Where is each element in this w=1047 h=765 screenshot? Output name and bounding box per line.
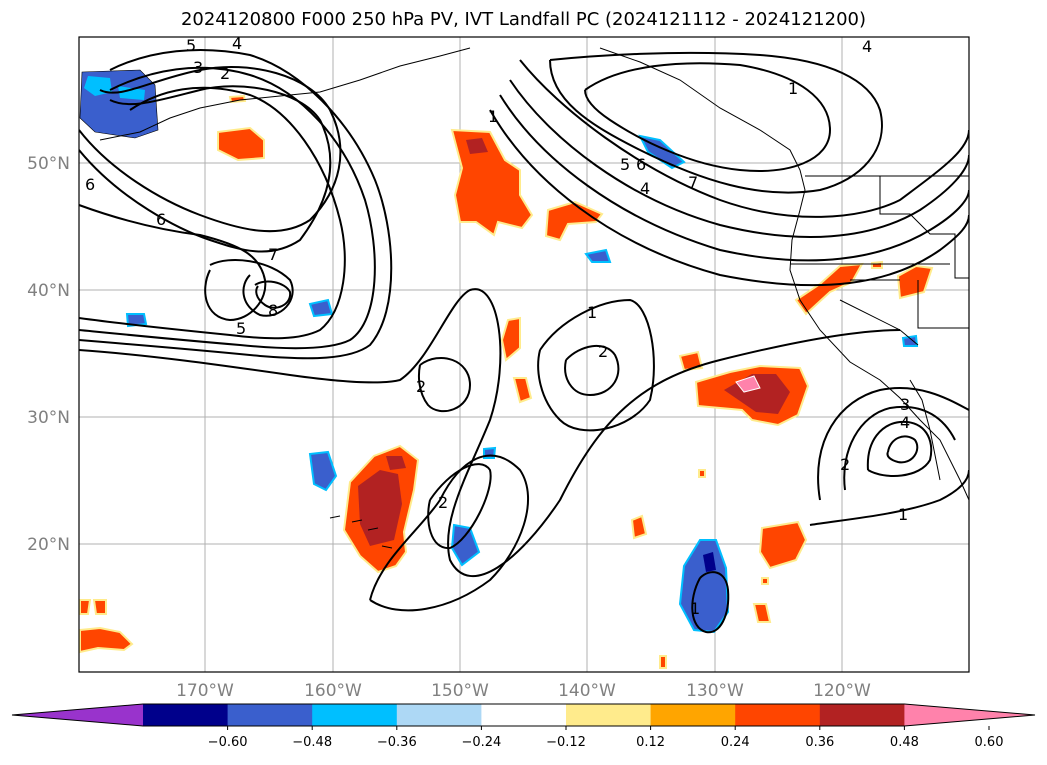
contour-label: 1 bbox=[788, 79, 798, 98]
colorbar-bin bbox=[650, 704, 736, 726]
colorbar-tick-label: 0.36 bbox=[805, 735, 834, 750]
coastlines bbox=[99, 47, 969, 549]
colorbar: −0.60 −0.48 −0.36 −0.24 −0.12 0.12 0.24 0.36 0.4… bbox=[11, 703, 1036, 750]
colorbar-bin bbox=[566, 704, 652, 726]
contour-labels: 5 4 3 2 6 6 7 8 5 1 1 2 2 2 5 6 4 7 4 1 … bbox=[85, 34, 910, 618]
colorbar-bin bbox=[819, 704, 905, 726]
contour-label: 4 bbox=[862, 37, 872, 56]
lon-label: 150°W bbox=[431, 681, 489, 701]
lat-label: 30°N bbox=[27, 408, 70, 428]
colorbar-tick-label: −0.48 bbox=[292, 735, 332, 750]
contour-label: 3 bbox=[193, 58, 203, 77]
pc-positive-regions bbox=[79, 94, 934, 669]
colorbar-tick-label: 0.12 bbox=[636, 735, 665, 750]
contour-label: 7 bbox=[688, 173, 698, 192]
contour-label: 4 bbox=[232, 34, 242, 53]
colorbar-tick-label: 0.24 bbox=[721, 735, 750, 750]
colorbar-bin bbox=[481, 704, 567, 726]
contour-label: 1 bbox=[898, 505, 908, 524]
colorbar-bin bbox=[143, 704, 229, 726]
colorbar-tick-label: −0.12 bbox=[546, 735, 586, 750]
latitude-labels: 50°N 40°N 30°N 20°N bbox=[27, 154, 70, 555]
contour-label: 3 bbox=[900, 395, 910, 414]
contour-label: 2 bbox=[416, 377, 426, 396]
contour-label: 1 bbox=[690, 599, 700, 618]
lon-label: 120°W bbox=[813, 681, 871, 701]
lat-label: 40°N bbox=[27, 281, 70, 301]
lon-label: 160°W bbox=[304, 681, 362, 701]
lon-label: 140°W bbox=[558, 681, 616, 701]
graticule bbox=[79, 37, 969, 672]
lat-label: 20°N bbox=[27, 535, 70, 555]
colorbar-tick-label: −0.36 bbox=[377, 735, 417, 750]
contour-label: 1 bbox=[587, 303, 597, 322]
colorbar-extend-min bbox=[12, 704, 143, 726]
contour-label: 1 bbox=[488, 107, 498, 126]
colorbar-tick-label: 0.48 bbox=[890, 735, 919, 750]
contour-label: 5 bbox=[186, 36, 196, 55]
longitude-labels: 170°W 160°W 150°W 140°W 130°W 120°W bbox=[176, 681, 871, 701]
contour-label: 2 bbox=[220, 64, 230, 83]
map-frame bbox=[78, 36, 970, 673]
contour-label: 8 bbox=[268, 301, 278, 320]
lon-label: 170°W bbox=[176, 681, 234, 701]
contour-label: 4 bbox=[900, 413, 910, 432]
contour-label: 6 bbox=[156, 210, 166, 229]
contour-label: 5 bbox=[620, 155, 630, 174]
pv-contours bbox=[79, 49, 969, 634]
colorbar-tick-label: 0.60 bbox=[975, 735, 1004, 750]
colorbar-outline bbox=[11, 703, 1036, 727]
colorbar-bin bbox=[312, 704, 398, 726]
colorbar-tick-label: −0.24 bbox=[461, 735, 501, 750]
colorbar-bin bbox=[396, 704, 482, 726]
colorbar-bin bbox=[735, 704, 821, 726]
lon-label: 130°W bbox=[686, 681, 744, 701]
colorbar-extend-max bbox=[904, 704, 1035, 726]
contour-label: 6 bbox=[636, 155, 646, 174]
contour-label: 7 bbox=[268, 245, 278, 264]
map-panel bbox=[79, 37, 969, 672]
contour-label: 2 bbox=[840, 455, 850, 474]
contour-label: 5 bbox=[236, 319, 246, 338]
contour-label: 2 bbox=[598, 342, 608, 361]
map-title: 2024120800 F000 250 hPa PV, IVT Landfall… bbox=[180, 9, 867, 30]
colorbar-tick-label: −0.60 bbox=[208, 735, 248, 750]
contour-label: 6 bbox=[85, 175, 95, 194]
colorbar-bin bbox=[227, 704, 313, 726]
contour-label: 2 bbox=[438, 493, 448, 512]
lat-label: 50°N bbox=[27, 154, 70, 174]
contour-label: 4 bbox=[640, 179, 650, 198]
